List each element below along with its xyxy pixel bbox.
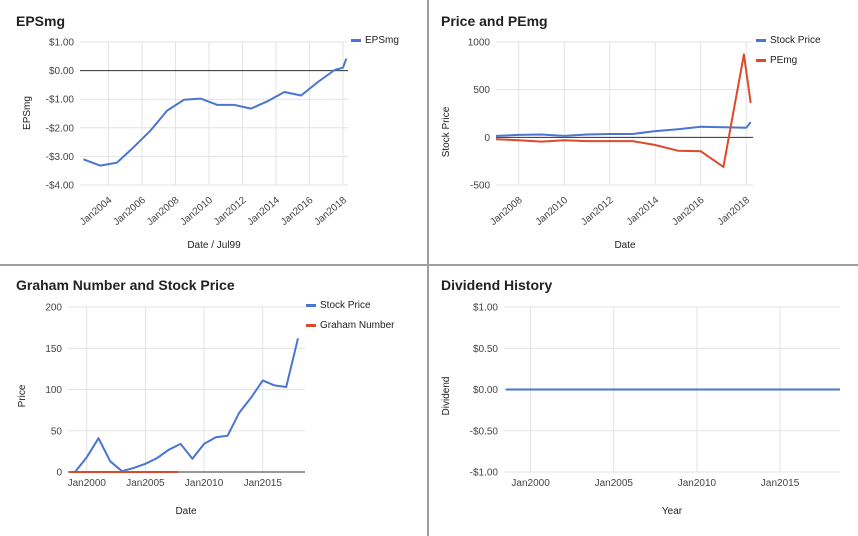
y-axis-label: Stock Price bbox=[441, 106, 452, 157]
y-tick-label: $0.00 bbox=[49, 66, 74, 77]
x-tick-label: Jan2010 bbox=[178, 195, 215, 228]
legend-swatch bbox=[756, 39, 766, 42]
y-tick-label: 100 bbox=[45, 385, 62, 396]
chart-graham-number: Graham Number and Stock Price 200 150 100 50… bbox=[0, 266, 427, 536]
x-tick-label: Jan2016 bbox=[279, 195, 316, 228]
x-tick-label: Jan2018 bbox=[716, 195, 753, 228]
legend-entry: PEmg bbox=[770, 55, 797, 66]
chart-epsmg: EPSmg $1.00 $0.00 -$1.00 -$2.00 -$3.00 -$4.00 J… bbox=[0, 0, 427, 264]
x-tick-label: Jan2014 bbox=[245, 195, 282, 228]
x-axis-label: Year bbox=[662, 506, 683, 517]
x-tick-label: Jan2012 bbox=[212, 195, 249, 228]
x-tick-label: Jan2005 bbox=[595, 478, 634, 489]
chart-title: EPSmg bbox=[16, 13, 65, 29]
y-tick-label: 500 bbox=[473, 85, 490, 96]
y-tick-label: 50 bbox=[51, 426, 63, 437]
legend-swatch bbox=[756, 59, 766, 62]
y-axis-label: EPSmg bbox=[22, 96, 33, 130]
horizontal-divider bbox=[0, 264, 858, 266]
y-tick-label: -$1.00 bbox=[46, 95, 75, 106]
chart-title: Price and PEmg bbox=[441, 13, 548, 29]
y-axis-label: Dividend bbox=[441, 377, 452, 416]
y-tick-label: 1000 bbox=[468, 38, 491, 49]
x-tick-label: Jan2005 bbox=[126, 478, 165, 489]
x-axis-label: Date bbox=[614, 240, 636, 251]
x-tick-label: Jan2012 bbox=[579, 195, 616, 228]
legend-swatch bbox=[351, 39, 361, 42]
y-tick-label: $0.50 bbox=[473, 344, 498, 355]
x-tick-label: Jan2010 bbox=[185, 478, 224, 489]
y-tick-label: -$1.00 bbox=[470, 468, 499, 479]
y-tick-label: -500 bbox=[470, 181, 490, 192]
legend-swatch bbox=[306, 324, 316, 327]
chart-dividend-history: Dividend History $1.00 $0.50 $0.00 -$0.50 -$1… bbox=[429, 266, 858, 536]
x-tick-label: Jan2000 bbox=[511, 478, 550, 489]
series-line-epsmg-0 bbox=[83, 58, 348, 167]
x-tick-label: Jan2004 bbox=[78, 195, 115, 228]
x-tick-label: Jan2000 bbox=[68, 478, 107, 489]
x-tick-label: Jan2008 bbox=[488, 195, 525, 228]
y-tick-label: $1.00 bbox=[473, 303, 498, 314]
x-tick-label: Jan2015 bbox=[244, 478, 283, 489]
x-tick-label: Jan2014 bbox=[625, 195, 662, 228]
y-tick-label: -$0.50 bbox=[470, 426, 499, 437]
x-tick-label: Jan2006 bbox=[111, 195, 148, 228]
y-axis-label: Price bbox=[17, 384, 28, 407]
y-tick-label: -$2.00 bbox=[46, 123, 75, 134]
x-tick-label: Jan2018 bbox=[312, 195, 349, 228]
legend-entry: EPSmg bbox=[365, 35, 399, 46]
y-tick-label: -$3.00 bbox=[46, 152, 75, 163]
x-tick-label: Jan2015 bbox=[761, 478, 800, 489]
vertical-divider bbox=[427, 0, 429, 536]
series-line-price-pemg-1 bbox=[495, 53, 752, 168]
x-tick-label: Jan2010 bbox=[678, 478, 717, 489]
legend-entry: Stock Price bbox=[320, 300, 371, 311]
y-tick-label: 0 bbox=[484, 133, 490, 144]
y-tick-label: 0 bbox=[56, 468, 62, 479]
y-tick-label: 200 bbox=[45, 303, 62, 314]
y-tick-label: $0.00 bbox=[473, 385, 498, 396]
series-line-graham-0 bbox=[74, 338, 299, 473]
y-tick-label: $1.00 bbox=[49, 38, 74, 49]
x-axis-label: Date / Jul99 bbox=[187, 240, 241, 251]
legend-entry: Graham Number bbox=[320, 320, 395, 331]
chart-title: Dividend History bbox=[441, 277, 552, 293]
x-tick-label: Jan2008 bbox=[145, 195, 182, 228]
series-line-price-pemg-0 bbox=[495, 121, 752, 137]
y-tick-label: -$4.00 bbox=[46, 181, 75, 192]
x-tick-label: Jan2016 bbox=[670, 195, 707, 228]
legend-entry: Stock Price bbox=[770, 35, 821, 46]
x-tick-label: Jan2010 bbox=[534, 195, 571, 228]
y-tick-label: 150 bbox=[45, 344, 62, 355]
chart-price-and-pemg: Price and PEmg 1000 500 0 -500 Jan2008 Jan2010… bbox=[429, 0, 858, 264]
legend-swatch bbox=[306, 304, 316, 307]
chart-title: Graham Number and Stock Price bbox=[16, 277, 235, 293]
x-axis-label: Date bbox=[175, 506, 197, 517]
